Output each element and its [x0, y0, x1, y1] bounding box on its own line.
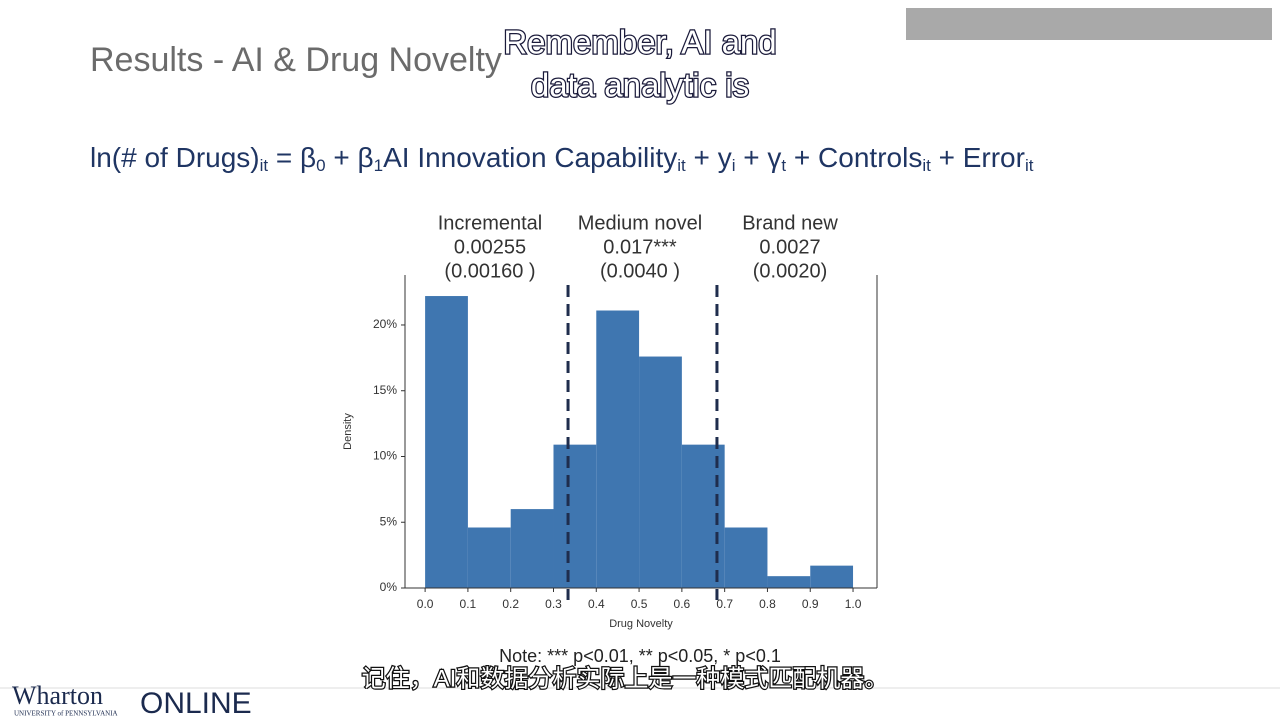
logo-university: UNIVERSITY of PENNSYLVANIA	[14, 710, 118, 718]
x-tick-label: 0.8	[759, 597, 776, 611]
x-tick-label: 0.6	[674, 597, 691, 611]
bar	[510, 509, 554, 588]
equation-term: AI Innovation Capability	[383, 142, 677, 173]
equation-term: + β	[326, 142, 374, 173]
x-tick-label: 0.4	[588, 597, 605, 611]
bar	[767, 576, 811, 588]
x-tick-label: 0.2	[502, 597, 519, 611]
bar	[553, 444, 597, 588]
logo-name: Wharton	[12, 681, 103, 710]
column-text: 0.00255	[454, 236, 526, 258]
overlay-box	[906, 8, 1272, 40]
x-tick-label: 0.1	[460, 597, 477, 611]
bar	[467, 527, 511, 588]
y-tick-label: 5%	[380, 514, 398, 528]
bar	[724, 527, 768, 588]
x-tick-label: 0.7	[716, 597, 733, 611]
x-tick-label: 0.5	[631, 597, 648, 611]
equation-subscript: it	[922, 156, 931, 175]
logo-online: ONLINE	[140, 687, 252, 720]
bar	[425, 296, 468, 588]
column-text: Brand new	[742, 212, 838, 234]
equation-term: ln(# of Drugs)	[90, 142, 260, 173]
x-tick-label: 0.0	[417, 597, 434, 611]
equation-subscript: i	[732, 156, 736, 175]
column-text: 0.0027	[759, 236, 820, 258]
y-tick-label: 20%	[373, 317, 397, 331]
equation-subscript: 1	[374, 156, 383, 175]
x-tick-label: 0.3	[545, 597, 562, 611]
equation-subscript: 0	[316, 156, 325, 175]
equation-subscript: it	[260, 156, 269, 175]
y-tick-label: 0%	[380, 580, 398, 594]
column-text: (0.0020)	[753, 260, 828, 282]
bar	[596, 310, 640, 588]
equation-term: + γ	[735, 142, 781, 173]
equation-term: + y	[686, 142, 732, 173]
caption: data analytic is	[531, 67, 749, 104]
equation-term: + Error	[931, 142, 1025, 173]
y-tick-label: 10%	[373, 449, 397, 463]
equation-subscript: it	[677, 156, 686, 175]
y-axis-label: Density	[342, 413, 354, 450]
bar	[639, 356, 682, 588]
column-text: Incremental	[438, 212, 543, 234]
note: Note: *** p<0.01, ** p<0.05, * p<0.1	[499, 646, 781, 666]
equation: ln(# of Drugs)it​ = β0​ + β1​AI Innovati…	[90, 142, 1034, 175]
slide-title: Results - AI & Drug Novelty	[90, 41, 502, 79]
histogram: 0% 5% 10% 15% 20% 0.0 0.1 0.2 0.3 0.4 0.5 0.6 0.7 0.8…	[342, 275, 878, 630]
y-tick-label: 15%	[373, 383, 397, 397]
x-axis-label: Drug Novelty	[609, 618, 673, 630]
caption: Remember, AI and	[503, 24, 776, 61]
equation-term: = β	[268, 142, 316, 173]
subtitle: 记住，AI和数据分析实际上是一种模式匹配机器。	[362, 665, 889, 692]
bar	[810, 565, 854, 588]
column-text: (0.0040 )	[600, 260, 680, 282]
x-tick-label: 1.0	[845, 597, 862, 611]
equation-term: + Controls	[786, 142, 922, 173]
equation-subscript: t	[781, 156, 786, 175]
column-text: Medium novel	[578, 212, 703, 234]
x-tick-label: 0.9	[802, 597, 819, 611]
column-text: 0.017***	[603, 236, 677, 258]
equation-subscript: it	[1025, 156, 1034, 175]
column-text: (0.00160 )	[444, 260, 535, 282]
